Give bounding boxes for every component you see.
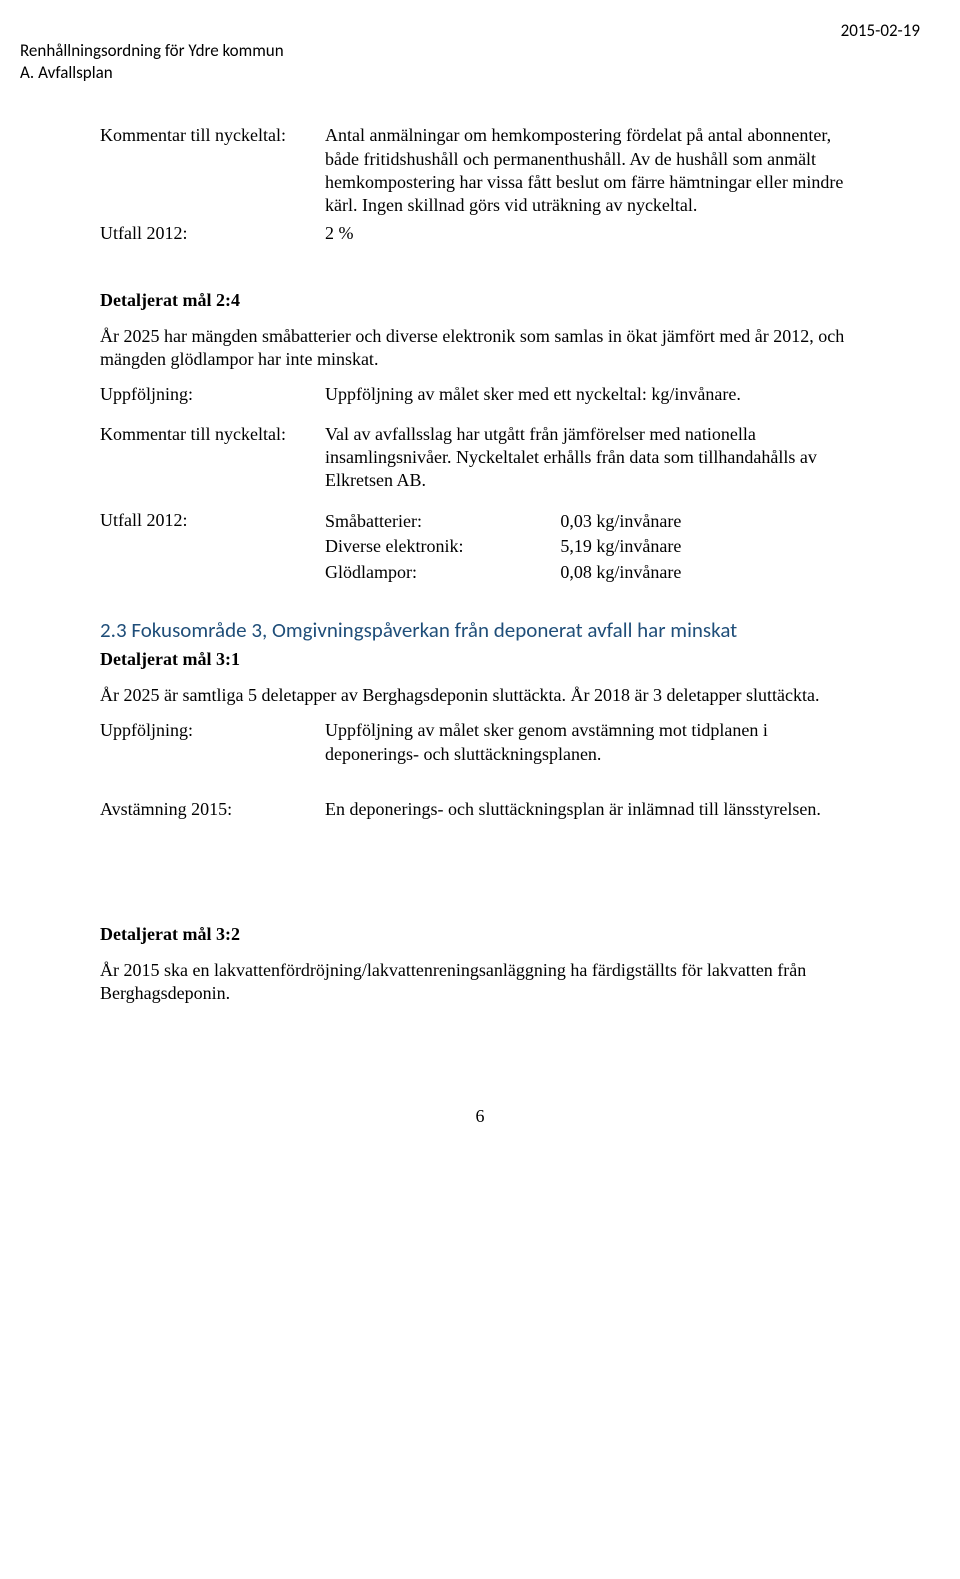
row-kommentar-1: Kommentar till nyckeltal: Antal anmälnin… — [100, 124, 860, 218]
utfall-value-1: 5,19 kg/invånare — [560, 534, 860, 559]
goal-32-body: År 2015 ska en lakvattenfördröjning/lakv… — [100, 959, 860, 1006]
goal-32-heading: Detaljerat mål 3:2 — [100, 923, 860, 946]
label-goal24-utfall: Utfall 2012: — [100, 509, 325, 585]
utfall-name-0: Småbatterier: — [325, 509, 560, 534]
value-kommentar-1: Antal anmälningar om hemkompostering för… — [325, 124, 860, 218]
table-row: Småbatterier: 0,03 kg/invånare — [325, 509, 860, 534]
section-23-heading: 2.3 Fokusområde 3, Omgivningspåverkan fr… — [100, 617, 860, 644]
utfall-value-2: 0,08 kg/invånare — [560, 560, 860, 585]
header-title-line2: A. Avfallsplan — [20, 62, 860, 84]
label-goal31-avstamning: Avstämning 2015: — [100, 798, 325, 821]
utfall-value-0: 0,03 kg/invånare — [560, 509, 860, 534]
label-goal24-uppfoljning: Uppföljning: — [100, 383, 325, 406]
page: 2015-02-19 Renhållningsordning för Ydre … — [0, 0, 960, 1189]
value-goal31-uppfoljning: Uppföljning av målet sker genom avstämni… — [325, 719, 860, 766]
header-date: 2015-02-19 — [841, 20, 920, 41]
label-kommentar-1: Kommentar till nyckeltal: — [100, 124, 325, 218]
utfall-table: Småbatterier: 0,03 kg/invånare Diverse e… — [325, 509, 860, 585]
value-utfall-1: 2 % — [325, 222, 860, 245]
header-title-line1: Renhållningsordning för Ydre kommun — [20, 40, 860, 62]
row-utfall-1: Utfall 2012: 2 % — [100, 222, 860, 245]
header-left: Renhållningsordning för Ydre kommun A. A… — [20, 40, 860, 84]
value-goal24-uppfoljning: Uppföljning av målet sker med ett nyckel… — [325, 383, 860, 406]
row-goal24-uppfoljning: Uppföljning: Uppföljning av målet sker m… — [100, 383, 860, 406]
goal-31-body: År 2025 är samtliga 5 deletapper av Berg… — [100, 684, 860, 707]
row-goal24-kommentar: Kommentar till nyckeltal: Val av avfalls… — [100, 423, 860, 493]
goal-24-heading: Detaljerat mål 2:4 — [100, 289, 860, 312]
row-goal31-avstamning: Avstämning 2015: En deponerings- och slu… — [100, 798, 860, 821]
row-goal24-utfall: Utfall 2012: Småbatterier: 0,03 kg/invån… — [100, 509, 860, 585]
goal-31-heading: Detaljerat mål 3:1 — [100, 648, 860, 671]
value-goal24-kommentar: Val av avfallsslag har utgått från jämfö… — [325, 423, 860, 493]
utfall-name-1: Diverse elektronik: — [325, 534, 560, 559]
table-row: Glödlampor: 0,08 kg/invånare — [325, 560, 860, 585]
page-number: 6 — [100, 1105, 860, 1128]
value-goal31-avstamning: En deponerings- och sluttäckningsplan är… — [325, 798, 860, 821]
goal-24-body: År 2025 har mängden småbatterier och div… — [100, 325, 860, 372]
label-utfall-1: Utfall 2012: — [100, 222, 325, 245]
value-goal24-utfall: Småbatterier: 0,03 kg/invånare Diverse e… — [325, 509, 860, 585]
row-goal31-uppfoljning: Uppföljning: Uppföljning av målet sker g… — [100, 719, 860, 766]
content: Kommentar till nyckeltal: Antal anmälnin… — [100, 124, 860, 1129]
table-row: Diverse elektronik: 5,19 kg/invånare — [325, 534, 860, 559]
label-goal31-uppfoljning: Uppföljning: — [100, 719, 325, 766]
label-goal24-kommentar: Kommentar till nyckeltal: — [100, 423, 325, 493]
utfall-name-2: Glödlampor: — [325, 560, 560, 585]
